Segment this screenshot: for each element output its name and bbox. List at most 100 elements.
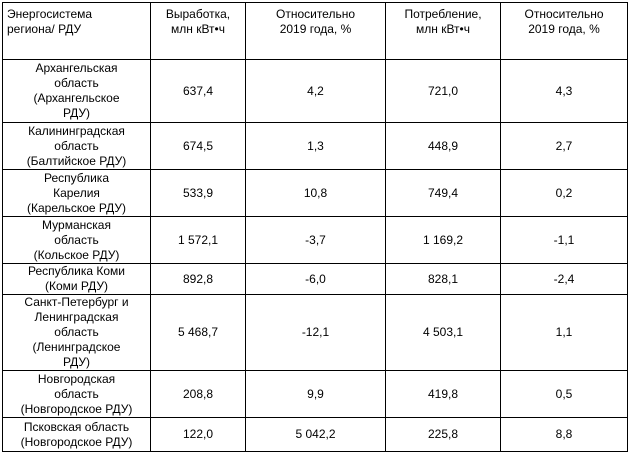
- cell-text: 10,8: [303, 185, 328, 200]
- cell-text: область: [54, 232, 99, 247]
- cell-text: 4,2: [307, 83, 324, 98]
- table-row: Республика Коми (Коми РДУ) 892,8 -6,0 828,1 -…: [2, 263, 628, 295]
- header-cell: Выработка, млн кВт•ч: [150, 2, 246, 60]
- table-row: Мурманская область (Кольское РДУ) 1 572,1 -3…: [2, 216, 628, 264]
- header-cell: Относительно 2019 года, %: [245, 2, 386, 60]
- cell-text: млн кВт•ч: [415, 22, 471, 36]
- cell-text: 208,8: [182, 386, 214, 401]
- table-cell: 533,9: [150, 169, 246, 217]
- cell-text: 122,0: [182, 427, 214, 441]
- cell-text: Относительно: [275, 7, 356, 21]
- table-cell: 9,9: [245, 370, 386, 418]
- table-cell: 8,8: [500, 417, 628, 452]
- header-row: Энергосистема региона/ РДУ Выработка, млн к…: [2, 2, 628, 60]
- cell-text: (Кольское РДУ): [33, 247, 120, 262]
- cell-text: -3,7: [305, 232, 326, 247]
- cell-text: -6,0: [305, 271, 326, 286]
- cell-text: (Новгородское РДУ): [20, 434, 133, 449]
- cell-text: 4 503,1: [422, 325, 464, 339]
- table-cell: 637,4: [150, 59, 246, 123]
- table-cell: Республика Коми (Коми РДУ): [2, 263, 151, 295]
- table-cell: 721,0: [385, 59, 501, 123]
- cell-text: Энергосистема: [7, 7, 93, 21]
- table-cell: 892,8: [150, 263, 246, 295]
- cell-text: 0,5: [555, 386, 573, 401]
- cell-text: региона/ РДУ: [7, 22, 82, 36]
- cell-text: 892,8: [182, 271, 214, 286]
- table-cell: Санкт-Петербург и Ленинградская область (Ле…: [2, 294, 151, 371]
- cell-text: Калининградская: [28, 123, 125, 138]
- cell-text: Архангельская: [35, 61, 118, 75]
- table-cell: 10,8: [245, 169, 386, 217]
- table-cell: 419,8: [385, 370, 501, 418]
- table-cell: 208,8: [150, 370, 246, 418]
- cell-text: Мурманская: [42, 217, 111, 232]
- table-cell: 749,4: [385, 169, 501, 217]
- cell-text: Республика: [43, 170, 109, 185]
- cell-text: РДУ): [62, 355, 91, 369]
- table-row: Псковская область (Новгородское РДУ) 122,0…: [2, 417, 628, 452]
- cell-text: Ленинградская: [34, 310, 119, 324]
- table-cell: -12,1: [245, 294, 386, 371]
- table-row: Новгородская область (Новгородское РДУ) 208…: [2, 370, 628, 418]
- cell-text: (Ленинградское: [32, 340, 121, 354]
- header-cell: Энергосистема региона/ РДУ: [2, 2, 151, 60]
- table-cell: 225,8: [385, 417, 501, 452]
- cell-text: Псковская область: [23, 419, 130, 434]
- table-cell: -6,0: [245, 263, 386, 295]
- cell-text: 1 169,2: [422, 232, 464, 247]
- cell-text: Новгородская: [37, 371, 116, 386]
- cell-text: 1 572,1: [177, 232, 219, 247]
- cell-text: Выработка,: [165, 7, 231, 21]
- cell-text: 448,9: [427, 138, 459, 153]
- table-row: Республика Карелия (Карельское РДУ) 533,9 10…: [2, 169, 628, 217]
- cell-text: (Архангельское: [33, 91, 120, 105]
- cell-text: область: [54, 76, 99, 90]
- table-cell: 1,3: [245, 122, 386, 170]
- cell-text: 721,0: [427, 83, 459, 98]
- table-cell: 0,5: [500, 370, 628, 418]
- cell-text: область: [54, 386, 99, 401]
- table-cell: 448,9: [385, 122, 501, 170]
- cell-text: Потребление,: [404, 7, 482, 21]
- cell-text: Относительно: [524, 7, 604, 21]
- cell-text: 1,1: [555, 325, 573, 339]
- table-cell: 122,0: [150, 417, 246, 452]
- table-cell: -2,4: [500, 263, 628, 295]
- cell-text: 225,8: [427, 427, 459, 441]
- cell-text: (Коми РДУ): [44, 279, 109, 293]
- cell-text: область: [54, 325, 99, 339]
- cell-text: Карелия: [53, 185, 100, 200]
- cell-text: 637,4: [182, 83, 214, 98]
- header-cell: Относительно 2019 года, %: [500, 2, 628, 60]
- cell-text: 749,4: [427, 185, 459, 200]
- table-cell: Калининградская область (Балтийское РДУ): [2, 122, 151, 170]
- cell-text: 2,7: [555, 138, 573, 153]
- cell-text: 8,8: [555, 427, 573, 441]
- cell-text: Санкт-Петербург и: [24, 295, 129, 310]
- cell-text: 2019 года, %: [279, 22, 352, 36]
- cell-text: (Балтийское РДУ): [26, 153, 127, 168]
- cell-text: 0,2: [555, 185, 573, 200]
- table-cell: Архангельская область (Архангельское РДУ): [2, 59, 151, 123]
- table-cell: 4,3: [500, 59, 628, 123]
- table-cell: Новгородская область (Новгородское РДУ): [2, 370, 151, 418]
- table-cell: 1 169,2: [385, 216, 501, 264]
- table-cell: 1,1: [500, 294, 628, 371]
- cell-text: 533,9: [182, 185, 214, 200]
- table-cell: 5 042,2: [245, 417, 386, 452]
- table-cell: -3,7: [245, 216, 386, 264]
- cell-text: 828,1: [427, 271, 459, 286]
- cell-text: 5 042,2: [295, 427, 336, 441]
- table-cell: 828,1: [385, 263, 501, 295]
- table-cell: 4,2: [245, 59, 386, 123]
- cell-text: 1,3: [307, 138, 324, 153]
- cell-text: 2019 года, %: [528, 22, 600, 36]
- table-cell: 4 503,1: [385, 294, 501, 371]
- cell-text: 4,3: [555, 83, 573, 98]
- table-cell: -1,1: [500, 216, 628, 264]
- cell-text: 674,5: [182, 138, 214, 153]
- cell-text: -2,4: [553, 271, 575, 286]
- table-row: Санкт-Петербург и Ленинградская область (Ле…: [2, 294, 628, 371]
